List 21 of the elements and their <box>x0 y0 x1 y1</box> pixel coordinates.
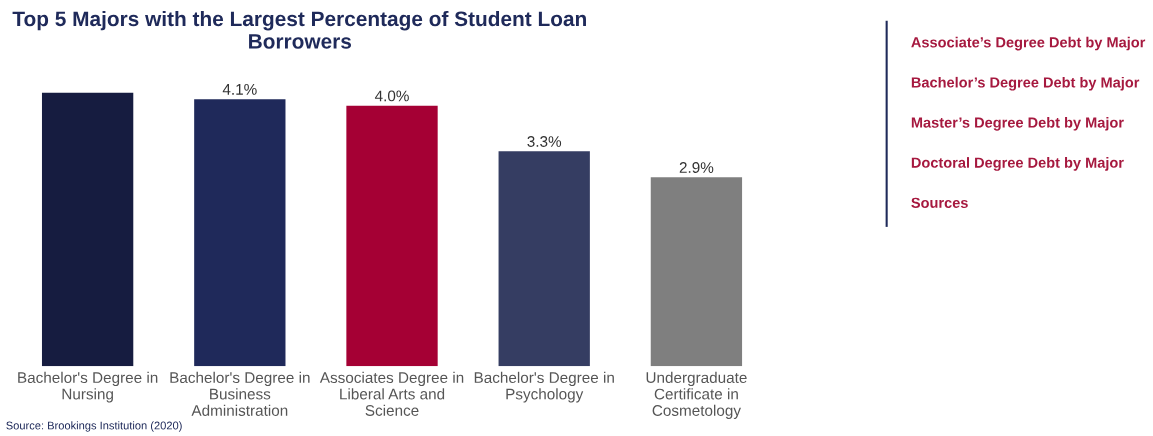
x-tick-label: Associates Degree in Liberal Arts and Science <box>319 371 464 416</box>
x-tick-label: Bachelor's Degree in Business Administration <box>170 371 310 416</box>
bar <box>41 92 134 367</box>
text: Master’s Degree Debt by Major <box>911 116 1124 131</box>
bar <box>650 177 743 367</box>
source-note: Source: Brookings Institution (2020) <box>6 421 182 432</box>
data-label: 4.0% <box>374 90 409 102</box>
bar <box>498 151 590 367</box>
data-label: 2.9% <box>679 162 714 173</box>
data-label: 4.1% <box>222 84 257 95</box>
bar <box>346 105 438 367</box>
text: Sources <box>911 197 968 208</box>
x-tick-label: Bachelor's Degree in Nursing <box>18 371 158 403</box>
x-tick-label: Bachelor's Degree in Psychology <box>474 371 614 403</box>
text: Doctoral Degree Debt by Major <box>911 157 1124 171</box>
bar <box>194 99 286 367</box>
x-tick-label: Undergraduate Certificate in Cosmetology <box>646 371 747 419</box>
data-label: 3.3% <box>527 136 562 147</box>
text: Associate’s Degree Debt by Major <box>911 36 1146 51</box>
text: Bachelor’s Degree Debt by Major <box>911 76 1140 91</box>
chart-title: Top 5 Majors with the Largest Percentage of Student Loan Borrowers <box>12 10 586 49</box>
